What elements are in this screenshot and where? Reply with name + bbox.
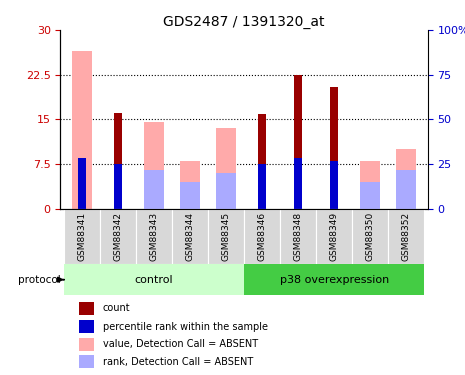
Text: value, Detection Call = ABSENT: value, Detection Call = ABSENT xyxy=(103,339,258,349)
Bar xyxy=(330,87,338,209)
Bar xyxy=(352,209,388,264)
Bar xyxy=(316,209,352,264)
Bar xyxy=(216,128,236,208)
Text: GSM88345: GSM88345 xyxy=(222,212,231,261)
Bar xyxy=(396,170,416,208)
Bar xyxy=(64,209,100,264)
Text: p38 overexpression: p38 overexpression xyxy=(279,274,389,285)
Text: rank, Detection Call = ABSENT: rank, Detection Call = ABSENT xyxy=(103,357,253,367)
Bar xyxy=(388,209,424,264)
Bar xyxy=(144,170,164,208)
Text: count: count xyxy=(103,303,130,313)
Text: GSM88346: GSM88346 xyxy=(258,212,266,261)
Bar xyxy=(244,264,424,295)
Text: GSM88342: GSM88342 xyxy=(113,212,123,261)
Bar xyxy=(114,113,122,209)
Bar xyxy=(360,161,380,209)
Bar xyxy=(114,164,122,209)
Text: percentile rank within the sample: percentile rank within the sample xyxy=(103,322,268,332)
Text: GSM88344: GSM88344 xyxy=(186,212,195,261)
Text: GSM88343: GSM88343 xyxy=(150,212,159,261)
Bar xyxy=(244,209,280,264)
Bar xyxy=(78,158,86,209)
Bar xyxy=(258,164,266,209)
Text: GSM88349: GSM88349 xyxy=(330,212,339,261)
Text: GSM88348: GSM88348 xyxy=(293,212,303,261)
Bar xyxy=(180,182,200,209)
Bar xyxy=(144,122,164,208)
Text: protocol: protocol xyxy=(18,274,61,285)
Bar xyxy=(280,209,316,264)
Bar xyxy=(100,209,136,264)
Text: control: control xyxy=(135,274,173,285)
Bar xyxy=(72,51,92,209)
Text: GSM88341: GSM88341 xyxy=(78,212,86,261)
Bar xyxy=(330,161,338,209)
Bar xyxy=(294,158,302,209)
Bar xyxy=(396,149,416,208)
Bar xyxy=(79,320,93,333)
Bar xyxy=(79,302,93,315)
Bar xyxy=(216,173,236,208)
Bar xyxy=(294,75,302,209)
Bar xyxy=(258,114,266,208)
Bar xyxy=(172,209,208,264)
Bar xyxy=(136,209,172,264)
Bar xyxy=(360,182,380,209)
Bar xyxy=(64,264,244,295)
Bar xyxy=(208,209,244,264)
Bar xyxy=(79,338,93,351)
Bar xyxy=(79,355,93,368)
Text: GSM88352: GSM88352 xyxy=(402,212,411,261)
Text: GSM88350: GSM88350 xyxy=(365,212,375,261)
Title: GDS2487 / 1391320_at: GDS2487 / 1391320_at xyxy=(163,15,325,29)
Bar xyxy=(180,161,200,209)
